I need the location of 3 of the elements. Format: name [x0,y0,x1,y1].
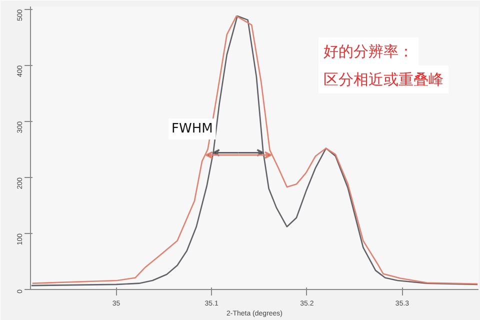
annotation: FWHM [172,122,213,136]
annotation: 好的分辨率： [324,42,414,60]
annotation: 区分相近或重叠峰 [324,70,444,88]
